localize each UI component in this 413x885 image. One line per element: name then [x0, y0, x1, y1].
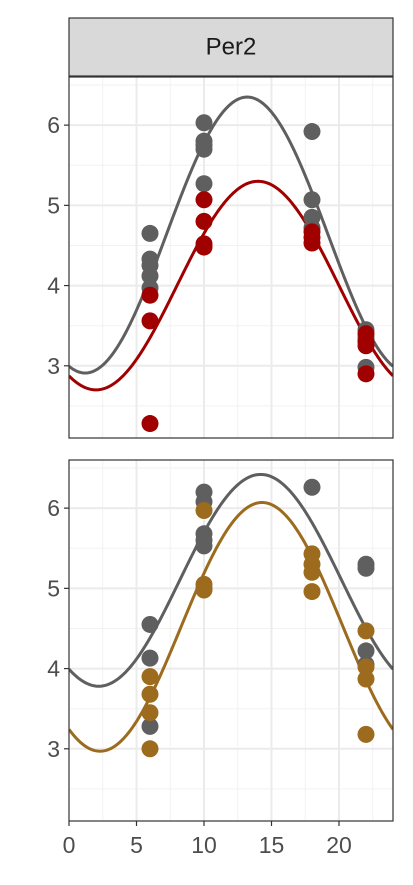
facet-strip: Per2 [68, 17, 394, 77]
data-point [141, 685, 159, 703]
data-point [141, 649, 159, 667]
y-tick-label: 6 [47, 495, 60, 521]
data-point [357, 559, 375, 577]
data-point [141, 415, 159, 433]
data-point [195, 502, 213, 520]
data-point [141, 668, 159, 686]
data-point [141, 615, 159, 633]
panel-background [69, 460, 393, 821]
x-tick-label: 0 [63, 832, 76, 858]
y-tick-label: 5 [47, 575, 60, 601]
y-tick-label: 4 [47, 656, 60, 682]
x-tick-label: 15 [259, 832, 285, 858]
data-point [357, 725, 375, 743]
x-tick-label: 20 [326, 832, 352, 858]
data-point [195, 581, 213, 599]
data-point [357, 622, 375, 640]
y-tick-label: 4 [47, 273, 60, 299]
data-point [141, 704, 159, 722]
data-point [357, 642, 375, 660]
data-point [141, 740, 159, 758]
fit-curve [69, 179, 393, 392]
panel-border [68, 459, 394, 822]
data-point [357, 337, 375, 355]
data-point [141, 312, 159, 330]
data-point [357, 658, 375, 676]
facet-strip-label: Per2 [206, 34, 257, 61]
data-point [195, 238, 213, 256]
data-point [303, 563, 321, 581]
data-point [195, 212, 213, 230]
panel-top: 3 4 5 6 [47, 76, 394, 439]
x-axis: 0 5 10 15 20 [63, 821, 352, 858]
y-tick-label: 5 [47, 192, 60, 218]
panel-border [68, 76, 394, 439]
fit-curve [69, 472, 393, 688]
data-point [141, 224, 159, 242]
panel-bottom: 3 4 5 6 [47, 459, 394, 822]
data-point [195, 191, 213, 209]
data-point [195, 537, 213, 555]
data-point [141, 717, 159, 735]
data-point [303, 478, 321, 496]
y-tick-label: 3 [47, 353, 60, 379]
fit-curve [69, 95, 393, 375]
data-point [195, 175, 213, 193]
y-tick-label: 6 [47, 112, 60, 138]
x-tick-label: 10 [191, 832, 217, 858]
data-point [195, 140, 213, 158]
data-point [141, 267, 159, 285]
data-point [303, 583, 321, 601]
x-tick-label: 5 [130, 832, 143, 858]
fit-curve [69, 501, 393, 753]
data-point [303, 123, 321, 141]
data-point [195, 114, 213, 132]
panel-background [69, 77, 393, 438]
data-point [303, 191, 321, 209]
data-point [303, 234, 321, 252]
y-tick-label: 3 [47, 736, 60, 762]
data-point [141, 286, 159, 304]
data-point [357, 365, 375, 383]
data-point [357, 670, 375, 688]
